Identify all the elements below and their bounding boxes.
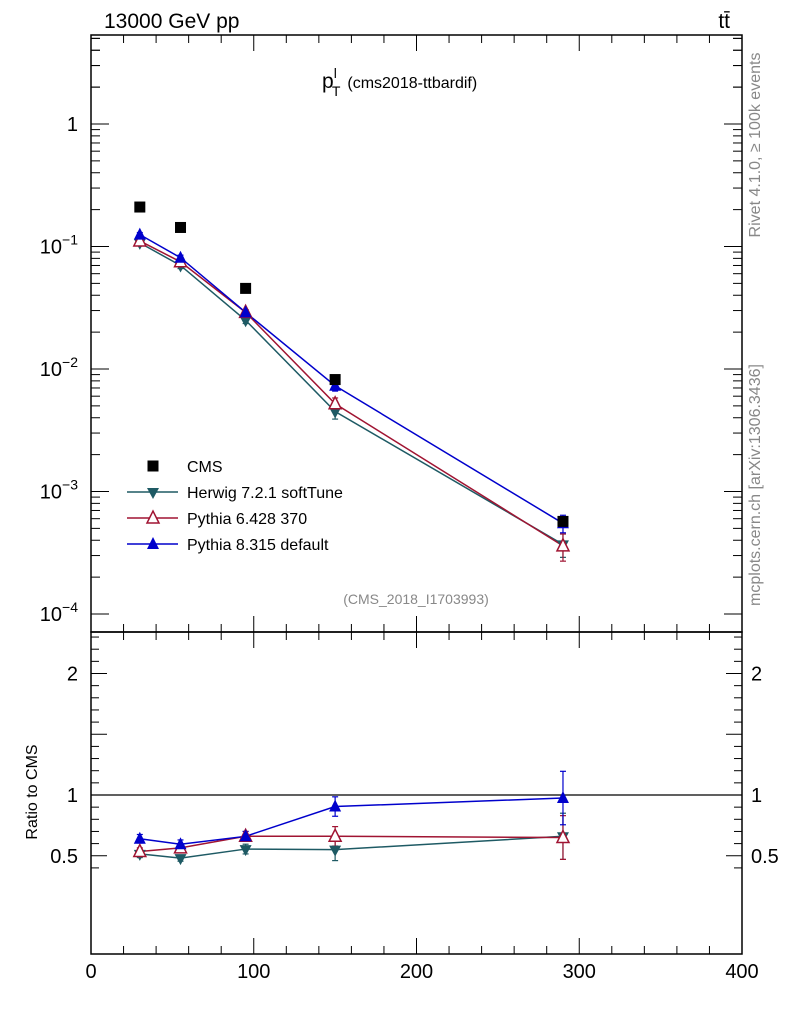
pythia6-marker (555, 537, 571, 552)
analysis-watermark: (CMS_2018_I1703993) (343, 591, 489, 607)
x-tick-label: 100 (237, 961, 270, 983)
y-tick-label: 10−3 (40, 477, 78, 504)
x-tick-label: 0 (85, 961, 96, 983)
main-series-group (132, 201, 571, 562)
pythia8-marker (133, 227, 146, 240)
pythia8-marker (556, 791, 569, 804)
ratio-series-group (132, 770, 571, 866)
legend-label: Pythia 6.428 370 (187, 511, 307, 528)
pythia6-marker (555, 828, 571, 844)
cms-data-point (175, 221, 187, 233)
ratio-axis-ticks (90, 632, 743, 954)
cms-data-point (240, 282, 252, 294)
herwig-marker (239, 845, 252, 857)
ratio-y-axis-label: Ratio to CMS (24, 744, 41, 839)
pythia6-marker (132, 232, 148, 247)
pythia8-marker (174, 837, 187, 850)
ratio-y-tick-label: 0.5 (50, 846, 78, 868)
x-tick-label: 400 (725, 961, 758, 983)
ratio-y-tick-label-right: 1 (751, 785, 762, 807)
legend: CMS Herwig 7.2.1 softTune Pythia 6.428 370… (127, 459, 343, 554)
plot-title-sup: l (334, 65, 337, 81)
rivet-version-label: Rivet 4.1.0, ≥ 100k events (747, 53, 764, 238)
herwig-marker (239, 316, 252, 328)
pythia6-marker (327, 395, 343, 410)
cms-data-point (557, 515, 569, 527)
energy-label: 13000 GeV pp (104, 10, 239, 33)
cms-data-point (329, 374, 341, 386)
ratio-plot-frame (90, 631, 743, 955)
plot-title-sub: T (332, 83, 341, 99)
y-tick-label: 1 (67, 114, 78, 136)
plot-title: pl T (cms2018-ttbardif) (322, 65, 477, 99)
legend-label: CMS (187, 459, 223, 476)
pythia6-marker (132, 842, 148, 858)
ratio-y-tick-label: 1 (67, 785, 78, 807)
legend-label: Herwig 7.2.1 softTune (187, 485, 343, 502)
ratio-y-tick-label-right: 2 (751, 664, 762, 686)
y-tick-label: 10−1 (40, 232, 78, 259)
main-plot-panel: 10−410−310−210−11 pl T (cms2018-ttbardif) … (40, 34, 743, 633)
pythia8-marker (329, 799, 342, 812)
y-tick-label: 10−2 (40, 354, 78, 381)
ratio-y-tick-label: 2 (67, 664, 78, 686)
pythia8-marker (239, 305, 252, 318)
ratio-plot-panel: 0.5 0.5 1 1 2 2 0 100 200 300 400 Ratio to CMS (24, 631, 779, 984)
pythia6-marker (145, 509, 161, 524)
mcplots-label: mcplots.cern.ch [arXiv:1306.3436] (747, 364, 764, 606)
pythia8-marker (239, 829, 252, 842)
y-tick-label: 10−4 (40, 599, 78, 626)
herwig-marker (147, 488, 159, 499)
plot-title-suffix: (cms2018-ttbardif) (347, 75, 477, 92)
main-y-tick-labels: 10−4 10−3 10−2 10−1 1 (40, 114, 78, 626)
pythia8-marker (174, 250, 187, 263)
ratio-y-tick-label-right: 0.5 (751, 846, 779, 868)
series-line (139, 233, 564, 524)
plot-title-p: p (322, 70, 334, 93)
pythia6-marker (327, 827, 343, 843)
cms-data-point (147, 460, 159, 472)
cms-data-point (134, 201, 146, 213)
herwig-marker (174, 854, 187, 866)
pythia8-marker (147, 537, 159, 549)
pythia8-marker (133, 831, 146, 844)
x-tick-label: 300 (563, 961, 596, 983)
main-axis-ticks (90, 35, 743, 632)
ratio-series-line (139, 835, 564, 859)
herwig-marker (329, 407, 342, 419)
herwig-marker (329, 845, 342, 857)
process-label: tt̄ (718, 10, 730, 33)
legend-label: Pythia 8.315 default (187, 537, 329, 554)
ratio-tick-labels: 0.5 0.5 1 1 2 2 0 100 200 300 400 (50, 664, 779, 984)
x-tick-label: 200 (400, 961, 433, 983)
